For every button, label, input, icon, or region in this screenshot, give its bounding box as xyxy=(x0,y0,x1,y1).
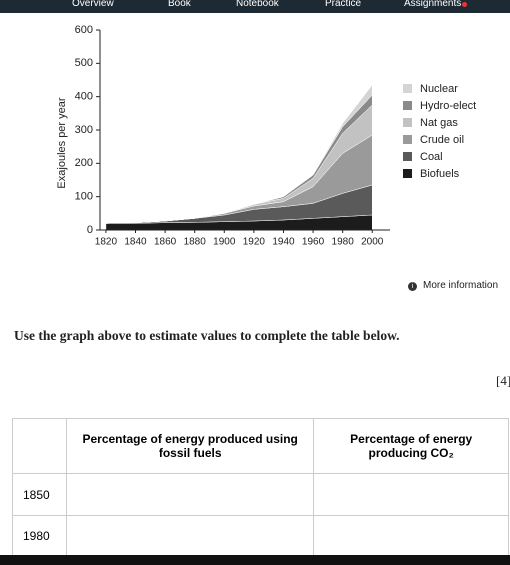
legend-label: Crude oil xyxy=(420,134,464,146)
x-tick-label: 1900 xyxy=(213,237,236,248)
legend-swatch xyxy=(403,118,412,127)
table-cell[interactable] xyxy=(65,515,315,556)
footer-bar xyxy=(0,555,510,565)
x-tick-label: 1980 xyxy=(332,237,355,248)
y-axis-label: Exajoules per year xyxy=(56,97,68,188)
table-cell[interactable] xyxy=(65,473,315,516)
y-tick-label: 300 xyxy=(75,124,93,136)
legend-swatch xyxy=(403,169,412,178)
nav-tab[interactable]: Assignments xyxy=(404,0,462,9)
chart: Exajoules per year 0 100 200 300 400 500 600 18… xyxy=(56,24,476,248)
x-tick-label: 1880 xyxy=(184,237,207,248)
y-tick-label: 100 xyxy=(75,191,93,203)
legend-swatch xyxy=(403,135,412,144)
x-tick-label: 1820 xyxy=(95,237,118,248)
legend-label: Hydro-elect xyxy=(420,100,476,112)
y-tick-label: 600 xyxy=(75,24,93,36)
nav-tab[interactable]: Notebook xyxy=(236,0,279,9)
notification-dot xyxy=(462,2,467,7)
nav-tab[interactable]: Book xyxy=(168,0,191,9)
marks: [4] xyxy=(496,373,510,388)
table-cell[interactable] xyxy=(313,515,509,556)
legend-label: Nat gas xyxy=(420,117,458,129)
row-label: 1980 xyxy=(12,515,67,556)
x-tick-label: 1940 xyxy=(272,237,295,248)
answer-table: Percentage of energy produced using foss… xyxy=(12,418,509,556)
nav-bar: Overview Book Notebook Practice Assignme… xyxy=(0,0,510,13)
more-info-text: More information xyxy=(423,280,499,291)
x-tick-label: 1960 xyxy=(302,237,325,248)
x-tick-label: 1920 xyxy=(243,237,266,248)
table-header: Percentage of energy producing CO₂ xyxy=(313,418,509,474)
legend-label: Nuclear xyxy=(420,83,458,95)
y-tick-label: 0 xyxy=(87,224,93,236)
nav-tab[interactable]: Practice xyxy=(325,0,362,9)
x-tick-label: 1860 xyxy=(154,237,177,248)
x-tick-label: 1840 xyxy=(124,237,147,248)
nav-tab[interactable]: Overview xyxy=(72,0,114,9)
table-header: Percentage of energy produced using foss… xyxy=(65,418,315,474)
legend-swatch xyxy=(403,101,412,110)
question-text: Use the graph above to estimate values t… xyxy=(14,328,400,343)
legend-swatch xyxy=(403,152,412,161)
legend-swatch xyxy=(403,84,412,93)
y-tick-label: 500 xyxy=(75,57,93,69)
table-cell xyxy=(12,418,67,474)
area xyxy=(105,84,373,224)
legend-label: Biofuels xyxy=(420,168,460,180)
table-cell[interactable] xyxy=(313,473,509,516)
row-label: 1850 xyxy=(12,473,67,516)
more-info-link[interactable]: i More information xyxy=(408,280,498,291)
y-tick-label: 200 xyxy=(75,157,93,169)
y-tick-label: 400 xyxy=(75,91,93,103)
info-icon: i xyxy=(408,282,417,291)
legend-label: Coal xyxy=(420,151,443,163)
x-tick-label: 2000 xyxy=(361,237,384,248)
